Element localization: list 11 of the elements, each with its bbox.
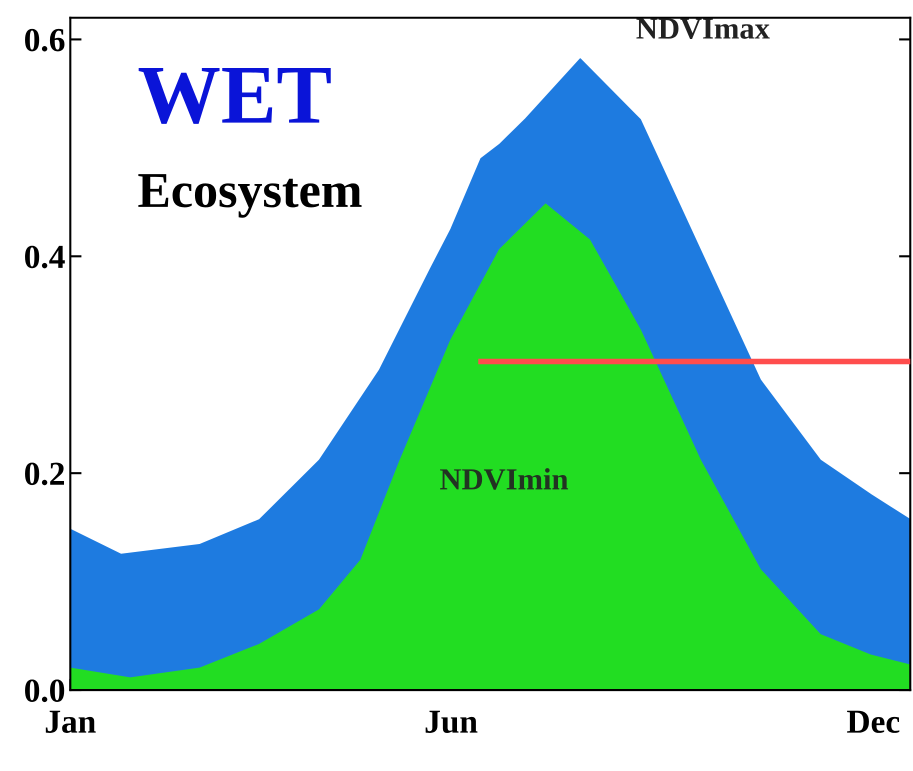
y-tick-label: 0.0 (25, 679, 64, 702)
y-tick-label: 0.6 (25, 28, 64, 52)
x-tick-label: Jan (46, 710, 96, 733)
y-tick-label: 0.2 (25, 462, 64, 486)
text: Ecosystem (138, 174, 362, 218)
series-label: NDVImin (440, 468, 568, 490)
series-label: NDVImax (636, 18, 770, 40)
x-tick-label: Dec (847, 710, 900, 733)
x-tick-label: Jun (426, 710, 478, 734)
chart-title: WET (138, 68, 331, 124)
y-tick-label: 0.4 (25, 246, 65, 268)
